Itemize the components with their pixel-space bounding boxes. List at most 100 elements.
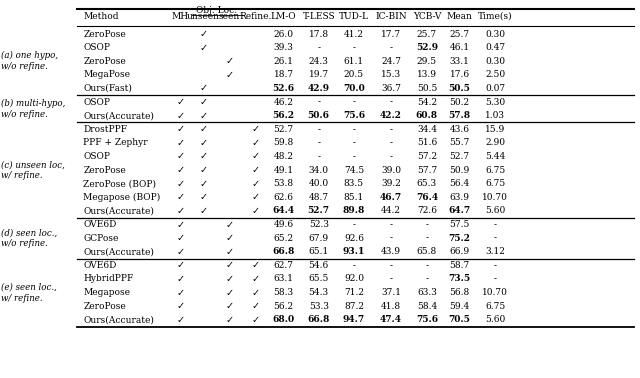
Text: 57.2: 57.2 <box>417 152 437 161</box>
Text: 57.7: 57.7 <box>417 166 437 175</box>
Text: ✓: ✓ <box>177 247 184 257</box>
Text: seen: seen <box>218 12 240 21</box>
Text: ✓: ✓ <box>252 260 260 270</box>
Text: 48.7: 48.7 <box>308 193 329 202</box>
Text: ✓: ✓ <box>200 97 207 107</box>
Text: -: - <box>494 234 497 243</box>
Text: 68.0: 68.0 <box>273 315 294 324</box>
Text: 10.70: 10.70 <box>483 193 508 202</box>
Text: 47.4: 47.4 <box>380 315 402 324</box>
Text: 65.3: 65.3 <box>417 179 437 188</box>
Text: ✓: ✓ <box>177 179 184 189</box>
Text: 76.4: 76.4 <box>416 193 438 202</box>
Text: 56.2: 56.2 <box>273 111 294 120</box>
Text: -: - <box>317 43 320 52</box>
Text: Ours(Accurate): Ours(Accurate) <box>83 111 154 120</box>
Text: 48.2: 48.2 <box>273 152 294 161</box>
Text: ✓: ✓ <box>252 315 260 325</box>
Text: -: - <box>494 261 497 270</box>
Text: ✓: ✓ <box>200 111 207 121</box>
Text: 2.50: 2.50 <box>485 70 506 79</box>
Text: 72.6: 72.6 <box>417 206 437 215</box>
Text: DrostPPF: DrostPPF <box>83 125 127 134</box>
Text: ✓: ✓ <box>225 260 233 270</box>
Text: Ours(Accurate): Ours(Accurate) <box>83 206 154 215</box>
Text: 43.9: 43.9 <box>381 247 401 256</box>
Text: -: - <box>426 234 428 243</box>
Text: ✓: ✓ <box>177 315 184 325</box>
Text: ✓: ✓ <box>252 192 260 202</box>
Text: Megapose (BOP): Megapose (BOP) <box>83 193 161 202</box>
Text: ✓: ✓ <box>252 124 260 134</box>
Text: 52.3: 52.3 <box>308 220 329 229</box>
Text: 60.8: 60.8 <box>416 111 438 120</box>
Text: 25.7: 25.7 <box>449 29 470 39</box>
Text: 50.2: 50.2 <box>449 98 470 107</box>
Text: ✓: ✓ <box>252 152 260 161</box>
Text: 29.5: 29.5 <box>417 57 437 66</box>
Text: 17.7: 17.7 <box>381 29 401 39</box>
Text: MH: MH <box>172 12 189 21</box>
Text: OSOP: OSOP <box>83 98 110 107</box>
Text: 26.1: 26.1 <box>273 57 294 66</box>
Text: -: - <box>426 220 428 229</box>
Text: Obj. Loc.: Obj. Loc. <box>196 6 237 15</box>
Text: (c) unseen loc,
w/ refine.: (c) unseen loc, w/ refine. <box>1 160 65 180</box>
Text: 54.6: 54.6 <box>308 261 329 270</box>
Text: -: - <box>494 274 497 284</box>
Text: 63.3: 63.3 <box>417 288 437 297</box>
Text: 10.70: 10.70 <box>483 288 508 297</box>
Text: 63.1: 63.1 <box>273 274 294 284</box>
Text: ZeroPose: ZeroPose <box>83 302 126 311</box>
Text: ✓: ✓ <box>177 233 184 243</box>
Text: 56.2: 56.2 <box>273 302 294 311</box>
Text: 56.4: 56.4 <box>449 179 470 188</box>
Text: ✓: ✓ <box>177 192 184 202</box>
Text: ZeroPose: ZeroPose <box>83 57 126 66</box>
Text: 13.9: 13.9 <box>417 70 437 79</box>
Text: 26.0: 26.0 <box>273 29 294 39</box>
Text: -: - <box>353 261 355 270</box>
Text: 39.3: 39.3 <box>273 43 294 52</box>
Text: 42.2: 42.2 <box>380 111 402 120</box>
Text: ✓: ✓ <box>252 165 260 175</box>
Text: 17.8: 17.8 <box>308 29 329 39</box>
Text: (b) multi-hypo,
w/o refine.: (b) multi-hypo, w/o refine. <box>1 99 66 119</box>
Text: 5.44: 5.44 <box>485 152 506 161</box>
Text: ✓: ✓ <box>225 247 233 257</box>
Text: -: - <box>317 125 320 134</box>
Text: -: - <box>317 138 320 147</box>
Text: -: - <box>390 274 392 284</box>
Text: 52.9: 52.9 <box>416 43 438 52</box>
Text: 49.6: 49.6 <box>273 220 294 229</box>
Text: 5.60: 5.60 <box>485 315 506 324</box>
Text: 64.7: 64.7 <box>449 206 470 215</box>
Text: 66.8: 66.8 <box>273 247 294 256</box>
Text: OVE6D: OVE6D <box>83 220 116 229</box>
Text: 89.8: 89.8 <box>343 206 365 215</box>
Text: 58.3: 58.3 <box>273 288 294 297</box>
Text: -: - <box>353 98 355 107</box>
Text: 65.2: 65.2 <box>273 234 294 243</box>
Text: 0.47: 0.47 <box>485 43 506 52</box>
Text: 46.1: 46.1 <box>449 43 470 52</box>
Text: -: - <box>390 138 392 147</box>
Text: -: - <box>390 261 392 270</box>
Text: unseen: unseen <box>187 12 220 21</box>
Text: 43.6: 43.6 <box>449 125 470 134</box>
Text: 93.1: 93.1 <box>343 247 365 256</box>
Text: -: - <box>426 274 428 284</box>
Text: 37.1: 37.1 <box>381 288 401 297</box>
Text: ✓: ✓ <box>177 111 184 121</box>
Text: 75.6: 75.6 <box>343 111 365 120</box>
Text: 49.1: 49.1 <box>273 166 294 175</box>
Text: 5.30: 5.30 <box>485 98 506 107</box>
Text: -: - <box>317 98 320 107</box>
Text: ✓: ✓ <box>200 84 207 93</box>
Text: ✓: ✓ <box>252 179 260 189</box>
Text: 62.7: 62.7 <box>273 261 294 270</box>
Text: ✓: ✓ <box>225 315 233 325</box>
Text: ✓: ✓ <box>252 301 260 311</box>
Text: (d) seen loc.,
w/o refine.: (d) seen loc., w/o refine. <box>1 228 58 248</box>
Text: Mean: Mean <box>447 12 472 21</box>
